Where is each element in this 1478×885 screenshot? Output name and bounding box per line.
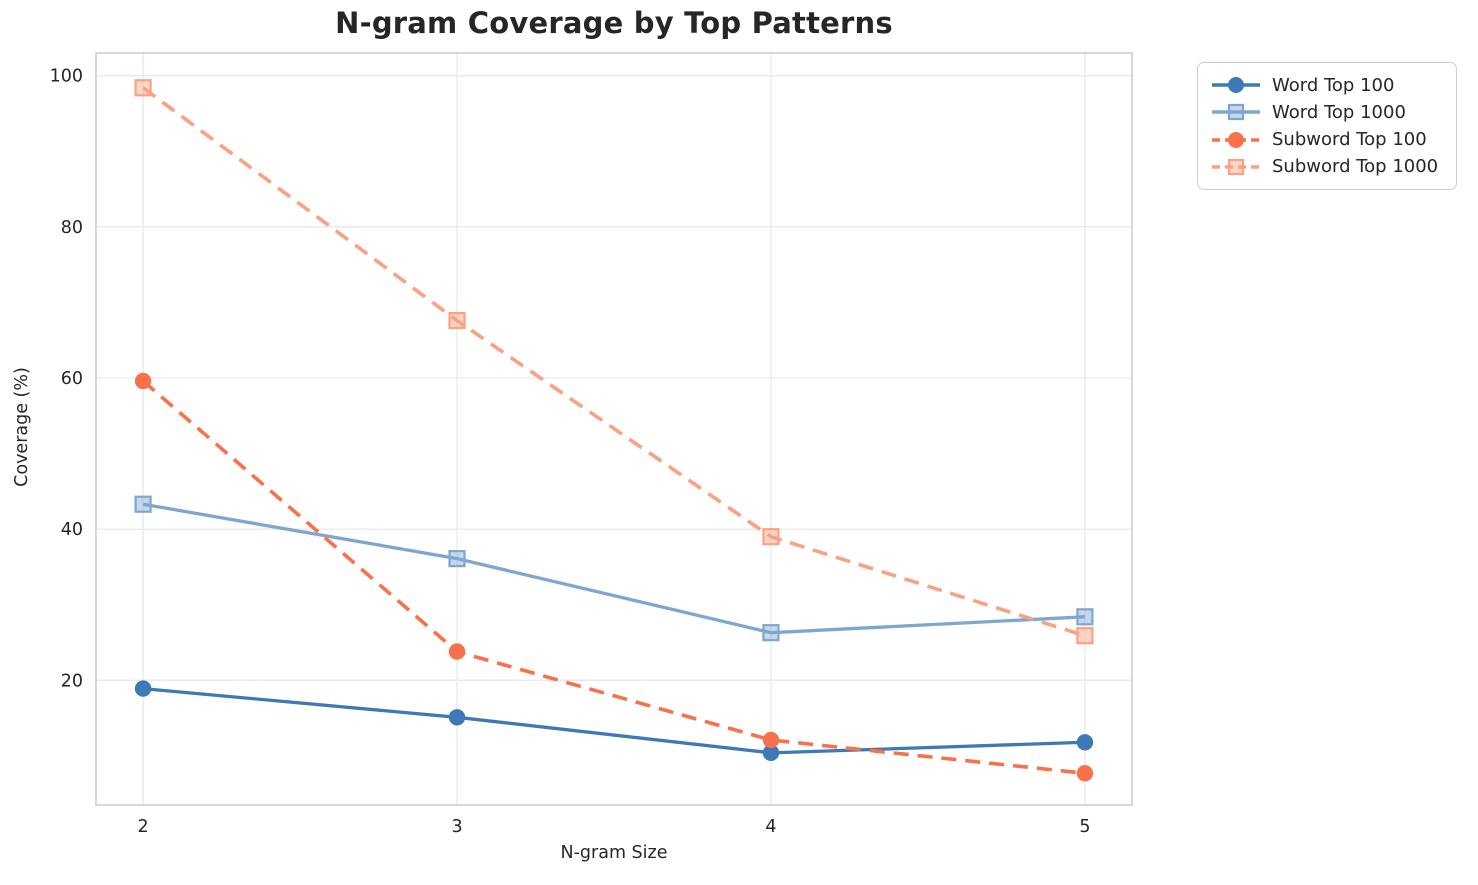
series-subword-top-1000 — [134, 79, 1094, 645]
data-point-subword-top-1000 — [134, 79, 152, 97]
data-point-subword-top-100 — [134, 372, 152, 390]
x-tick-label: 4 — [765, 817, 776, 837]
legend-label: Subword Top 100 — [1272, 129, 1427, 151]
legend-item-word-top-100: Word Top 100 — [1210, 72, 1446, 98]
legend-item-word-top-1000: Word Top 1000 — [1210, 99, 1446, 125]
data-point-word-top-100 — [762, 744, 780, 762]
gridlines — [96, 53, 1132, 805]
word-top-1000-line-marker-icon — [1212, 104, 1260, 121]
y-tick-label: 40 — [61, 520, 83, 540]
subword-top-100-line-marker-icon — [1212, 131, 1260, 148]
data-point-word-top-1000 — [448, 550, 466, 568]
data-point-subword-top-100 — [448, 643, 466, 660]
data-point-word-top-1000 — [1076, 608, 1094, 626]
x-axis-label: N-gram Size — [560, 843, 668, 863]
y-tick-label: 60 — [61, 369, 83, 389]
series-subword-top-100 — [134, 372, 1094, 782]
series-line-word-top-100 — [142, 686, 1085, 755]
plot-frame — [95, 52, 1133, 806]
data-point-word-top-100 — [134, 680, 152, 697]
legend-item-subword-top-1000: Subword Top 1000 — [1210, 154, 1446, 180]
legend-item-subword-top-100: Subword Top 100 — [1210, 127, 1446, 153]
legend-label: Subword Top 1000 — [1272, 156, 1439, 178]
chart-title: N-gram Coverage by Top Patterns — [335, 6, 893, 40]
data-point-word-top-1000 — [134, 495, 152, 513]
y-tick-label: 20 — [61, 671, 83, 691]
x-tick-label: 5 — [1079, 817, 1090, 837]
data-point-subword-top-1000 — [762, 528, 780, 546]
data-point-word-top-1000 — [762, 624, 780, 642]
x-tick-label: 2 — [138, 817, 149, 837]
data-point-subword-top-1000 — [448, 311, 466, 330]
data-point-subword-top-100 — [762, 731, 780, 749]
y-axis-label: Coverage (%) — [12, 367, 32, 487]
legend: Word Top 100 Word Top 1000 Subword Top 1… — [1197, 62, 1457, 190]
y-tick-label: 80 — [61, 218, 83, 238]
legend-label: Word Top 100 — [1272, 74, 1395, 96]
tick-labels: 2 3 4 5 20 40 60 80 100 — [50, 67, 1091, 837]
word-top-100-line-marker-icon — [1212, 77, 1260, 93]
data-point-subword-top-1000 — [1076, 627, 1094, 645]
series-line-word-top-1000 — [142, 502, 1085, 635]
legend-label: Word Top 1000 — [1272, 101, 1406, 123]
series-line-subword-top-1000 — [142, 86, 1086, 638]
subword-top-1000-line-marker-icon — [1212, 158, 1260, 176]
x-tick-label: 3 — [451, 817, 462, 837]
series-word-top-1000 — [134, 495, 1094, 642]
series-word-top-100 — [134, 680, 1094, 762]
series-line-subword-top-100 — [141, 379, 1086, 776]
data-point-word-top-100 — [1076, 734, 1094, 751]
data-point-subword-top-100 — [1076, 765, 1094, 782]
data-point-word-top-100 — [448, 709, 466, 726]
y-tick-label: 100 — [50, 67, 83, 87]
